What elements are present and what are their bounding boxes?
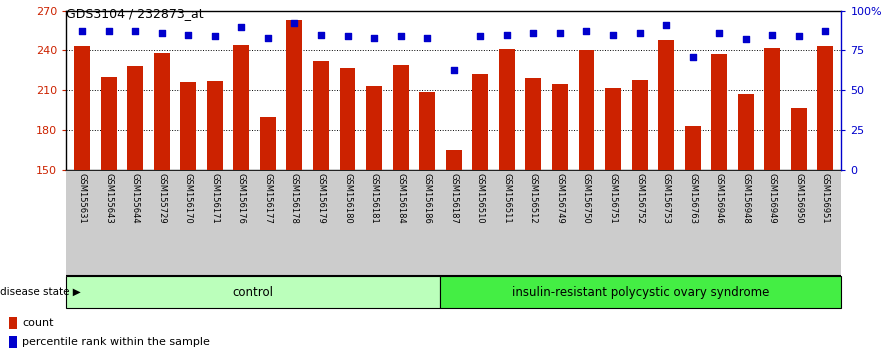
Bar xyxy=(127,67,143,170)
Point xyxy=(473,33,487,39)
Text: GSM156951: GSM156951 xyxy=(821,173,830,224)
Bar xyxy=(419,92,435,170)
Text: GSM156949: GSM156949 xyxy=(768,173,777,224)
Point xyxy=(553,30,567,36)
Point xyxy=(208,33,222,39)
Text: GSM156171: GSM156171 xyxy=(211,173,219,224)
Text: GSM156186: GSM156186 xyxy=(423,173,432,224)
Text: GSM156177: GSM156177 xyxy=(263,173,272,224)
Bar xyxy=(525,78,541,170)
Bar xyxy=(9,316,17,329)
Point xyxy=(314,32,328,37)
Point xyxy=(340,33,354,39)
Point xyxy=(447,67,461,72)
Point xyxy=(766,32,780,37)
Bar xyxy=(765,48,781,170)
Point xyxy=(739,36,753,42)
Text: GSM156749: GSM156749 xyxy=(555,173,565,224)
Bar xyxy=(552,84,568,170)
Point xyxy=(234,24,248,29)
Text: GDS3104 / 232873_at: GDS3104 / 232873_at xyxy=(66,7,204,20)
Bar xyxy=(233,45,249,170)
Text: percentile rank within the sample: percentile rank within the sample xyxy=(22,337,210,347)
Text: GSM156751: GSM156751 xyxy=(609,173,618,224)
Text: disease state ▶: disease state ▶ xyxy=(0,287,81,297)
Point xyxy=(500,32,514,37)
Point xyxy=(394,33,408,39)
Point xyxy=(685,54,700,59)
Bar xyxy=(286,20,302,170)
Bar xyxy=(181,82,196,170)
Bar xyxy=(366,86,382,170)
Bar xyxy=(339,68,355,170)
Bar xyxy=(579,50,595,170)
Text: GSM155729: GSM155729 xyxy=(157,173,167,224)
Point xyxy=(606,32,620,37)
Point xyxy=(792,33,806,39)
Point xyxy=(101,28,115,34)
Bar xyxy=(260,117,276,170)
Bar xyxy=(66,276,440,308)
Bar xyxy=(74,46,90,170)
Bar xyxy=(153,53,170,170)
Point xyxy=(580,28,594,34)
Text: GSM156180: GSM156180 xyxy=(343,173,352,224)
Text: GSM156753: GSM156753 xyxy=(662,173,670,224)
Text: GSM156946: GSM156946 xyxy=(714,173,723,224)
Point xyxy=(712,30,726,36)
Point xyxy=(154,30,168,36)
Bar xyxy=(499,49,515,170)
Text: GSM156179: GSM156179 xyxy=(316,173,325,224)
Text: GSM156184: GSM156184 xyxy=(396,173,405,224)
Bar xyxy=(791,108,807,170)
Text: GSM156511: GSM156511 xyxy=(502,173,511,224)
Point xyxy=(287,21,301,26)
Bar xyxy=(393,65,409,170)
Text: GSM156181: GSM156181 xyxy=(369,173,379,224)
Text: GSM156187: GSM156187 xyxy=(449,173,458,224)
Bar xyxy=(472,74,488,170)
Text: GSM156178: GSM156178 xyxy=(290,173,299,224)
Bar xyxy=(632,80,648,170)
Bar xyxy=(207,81,223,170)
Text: GSM156512: GSM156512 xyxy=(529,173,538,224)
Point xyxy=(633,30,647,36)
Point xyxy=(181,32,196,37)
Bar xyxy=(605,88,621,170)
Bar xyxy=(685,126,700,170)
Point xyxy=(367,35,381,41)
Point xyxy=(75,28,89,34)
Point xyxy=(128,28,142,34)
Text: GSM156176: GSM156176 xyxy=(237,173,246,224)
Bar xyxy=(100,77,116,170)
Bar xyxy=(818,46,833,170)
Text: GSM155643: GSM155643 xyxy=(104,173,113,224)
Point xyxy=(526,30,540,36)
Text: GSM156948: GSM156948 xyxy=(741,173,751,224)
Text: GSM156752: GSM156752 xyxy=(635,173,644,224)
Bar xyxy=(658,40,674,170)
Text: GSM156170: GSM156170 xyxy=(184,173,193,224)
Text: insulin-resistant polycystic ovary syndrome: insulin-resistant polycystic ovary syndr… xyxy=(512,286,769,298)
Point xyxy=(818,28,833,34)
Text: GSM156950: GSM156950 xyxy=(795,173,803,224)
Text: control: control xyxy=(233,286,274,298)
Text: count: count xyxy=(22,318,54,327)
Bar xyxy=(313,61,329,170)
Bar xyxy=(711,55,727,170)
Text: GSM156510: GSM156510 xyxy=(476,173,485,224)
Point xyxy=(659,22,673,28)
Point xyxy=(420,35,434,41)
Text: GSM155644: GSM155644 xyxy=(130,173,139,224)
Text: GSM156763: GSM156763 xyxy=(688,173,697,224)
Point xyxy=(261,35,275,41)
Text: GSM155631: GSM155631 xyxy=(78,173,86,224)
Text: GSM156750: GSM156750 xyxy=(582,173,591,224)
Bar xyxy=(440,276,841,308)
Bar xyxy=(737,94,754,170)
Bar xyxy=(9,336,17,348)
Bar xyxy=(446,150,462,170)
